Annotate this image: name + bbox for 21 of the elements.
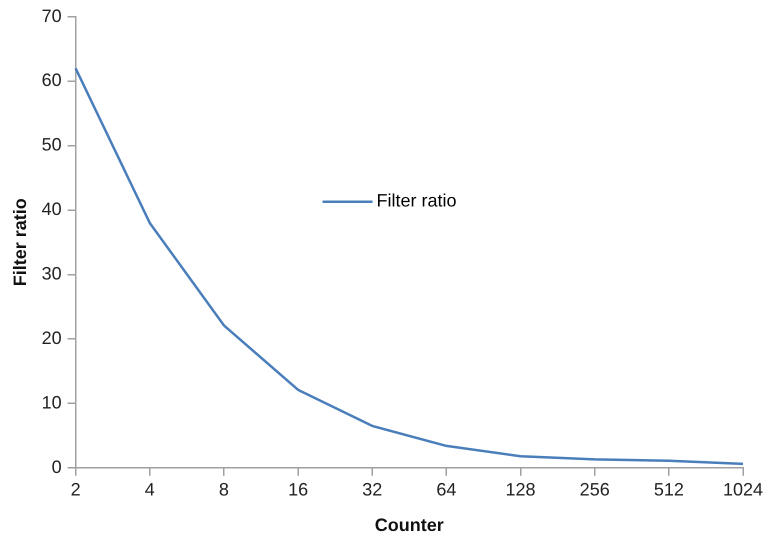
x-tick-label: 512 — [654, 480, 684, 500]
x-tick-label: 64 — [436, 480, 456, 500]
y-axis-title: Filter ratio — [10, 198, 30, 286]
x-tick-label: 1024 — [722, 480, 764, 500]
x-axis-title: Counter — [374, 515, 444, 536]
y-tick-label: 70 — [42, 6, 62, 26]
x-tick-label: 4 — [144, 480, 155, 500]
y-tick-label: 0 — [52, 456, 62, 477]
y-tick-label: 60 — [42, 70, 62, 90]
x-tick-label: 16 — [288, 480, 308, 500]
x-tick-label: 2 — [70, 480, 81, 500]
x-tick-label: 128 — [506, 480, 536, 500]
y-tick-label: 20 — [42, 328, 62, 348]
y-tick-label: 50 — [42, 134, 62, 155]
x-tick-label: 256 — [580, 480, 610, 500]
x-tick-label: 8 — [218, 480, 229, 500]
x-tick-label: 32 — [362, 480, 382, 500]
y-tick-label: 30 — [42, 263, 62, 284]
legend-label: Filter ratio — [376, 190, 457, 211]
y-tick-label: 10 — [42, 392, 62, 412]
y-tick-label: 40 — [42, 199, 62, 220]
